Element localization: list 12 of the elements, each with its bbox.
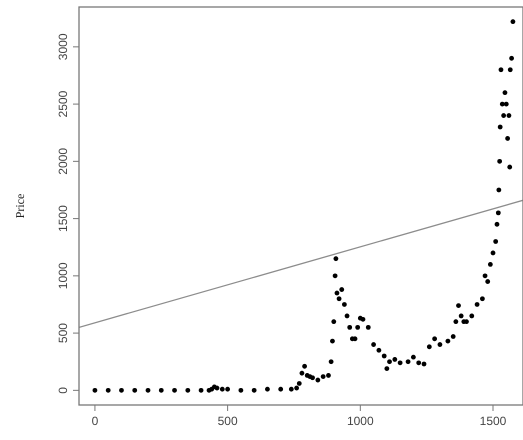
y-axis-title: Price bbox=[13, 194, 27, 218]
y-tick-label: 500 bbox=[56, 322, 70, 344]
y-tick-label: 3000 bbox=[56, 33, 70, 60]
y-tick-label: 0 bbox=[56, 386, 70, 394]
x-tick-label: 1000 bbox=[346, 414, 374, 428]
y-tick-label: 2500 bbox=[56, 90, 70, 118]
x-tick-label: 0 bbox=[92, 414, 99, 428]
y-tick-label: 1000 bbox=[56, 262, 70, 290]
x-tick-label: 1500 bbox=[480, 414, 507, 428]
y-tick-label: 2000 bbox=[56, 148, 70, 175]
y-tick-label: 1500 bbox=[56, 204, 70, 232]
x-tick-label: 500 bbox=[218, 414, 238, 428]
